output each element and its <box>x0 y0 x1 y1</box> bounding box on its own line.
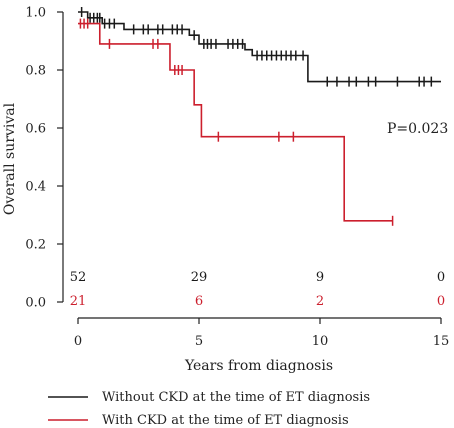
p-value-annotation: P=0.023 <box>387 121 448 137</box>
legend: Without CKD at the time of ET diagnosis … <box>48 390 370 428</box>
y-tick-label: 0.0 <box>25 296 46 311</box>
legend-label-without-ckd: Without CKD at the time of ET diagnosis <box>102 390 370 405</box>
numbers-at-risk-table: 52 29 9 0 21 6 2 0 <box>70 270 445 309</box>
risk-count: 29 <box>191 270 208 285</box>
survival-curve-0 <box>78 11 441 83</box>
x-axis-title: Years from diagnosis <box>184 358 333 374</box>
y-axis-title: Overall survival <box>2 102 18 215</box>
risk-count: 6 <box>195 294 203 309</box>
x-tick-label: 15 <box>433 334 450 349</box>
risk-count: 0 <box>437 270 445 285</box>
legend-label-with-ckd: With CKD at the time of ET diagnosis <box>102 413 349 428</box>
x-tick-label: 5 <box>195 334 203 349</box>
x-tick-label: 10 <box>312 334 329 349</box>
axes: 0.0 0.2 0.4 0.6 0.8 1.0 0 5 10 15 <box>25 6 449 350</box>
risk-count: 9 <box>316 270 324 285</box>
x-tick-label: 0 <box>74 334 82 349</box>
y-tick-label: 0.6 <box>25 122 46 137</box>
survival-curve-1 <box>78 22 393 222</box>
y-tick-label: 0.8 <box>25 64 46 79</box>
risk-count: 2 <box>316 294 324 309</box>
risk-count: 21 <box>70 294 87 309</box>
y-tick-label: 0.4 <box>25 180 46 195</box>
y-tick-label: 0.2 <box>25 238 46 253</box>
risk-count: 52 <box>70 270 87 285</box>
risk-count: 0 <box>437 294 445 309</box>
plot-area <box>78 7 441 226</box>
y-tick-label: 1.0 <box>25 6 46 21</box>
